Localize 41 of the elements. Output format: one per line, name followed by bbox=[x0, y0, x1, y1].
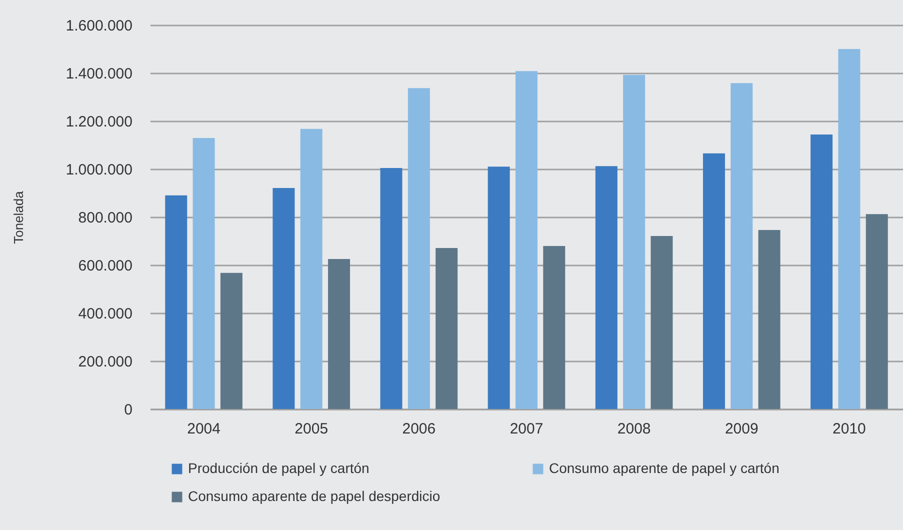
bar bbox=[192, 138, 215, 409]
y-tick-label: 1.600.000 bbox=[66, 18, 132, 34]
bar bbox=[702, 153, 725, 409]
y-tick-label: 1.400.000 bbox=[66, 66, 132, 82]
y-tick-label: 1.200.000 bbox=[66, 114, 132, 130]
y-axis-title: Tonelada bbox=[10, 190, 26, 244]
bar bbox=[272, 188, 295, 409]
y-tick-label: 0 bbox=[124, 402, 132, 418]
bar bbox=[488, 166, 510, 409]
bar bbox=[165, 195, 188, 409]
legend-label: Consumo aparente de papel y cartón bbox=[549, 460, 780, 476]
bar bbox=[300, 128, 322, 409]
legend-label: Producción de papel y cartón bbox=[188, 460, 370, 476]
bar bbox=[408, 88, 430, 409]
x-tick-label: 2010 bbox=[832, 420, 866, 438]
x-tick-label: 2007 bbox=[510, 420, 544, 438]
x-tick-label: 2004 bbox=[187, 420, 220, 438]
x-tick-label: 2008 bbox=[617, 420, 651, 438]
bar bbox=[810, 134, 833, 409]
y-tick-label: 400.000 bbox=[78, 306, 132, 322]
x-tick-label: 2006 bbox=[402, 420, 436, 438]
y-tick-label: 200.000 bbox=[78, 354, 132, 370]
bar bbox=[866, 214, 888, 409]
bar bbox=[650, 236, 673, 409]
x-tick-label: 2009 bbox=[724, 420, 758, 438]
bar bbox=[758, 230, 780, 409]
legend-label: Consumo aparente de papel desperdicio bbox=[188, 488, 440, 504]
bar bbox=[730, 83, 753, 409]
y-tick-label: 800.000 bbox=[78, 210, 132, 226]
bar bbox=[436, 248, 458, 409]
bar bbox=[543, 246, 566, 409]
bar bbox=[516, 71, 538, 409]
x-tick-label: 2005 bbox=[294, 420, 328, 438]
bar bbox=[623, 74, 646, 409]
bar bbox=[220, 272, 242, 409]
y-tick-label: 1.000.000 bbox=[66, 162, 132, 178]
bar bbox=[595, 166, 618, 409]
y-tick-label: 600.000 bbox=[78, 258, 132, 274]
bar bbox=[838, 49, 860, 409]
bar bbox=[380, 168, 402, 409]
bar bbox=[328, 259, 350, 409]
